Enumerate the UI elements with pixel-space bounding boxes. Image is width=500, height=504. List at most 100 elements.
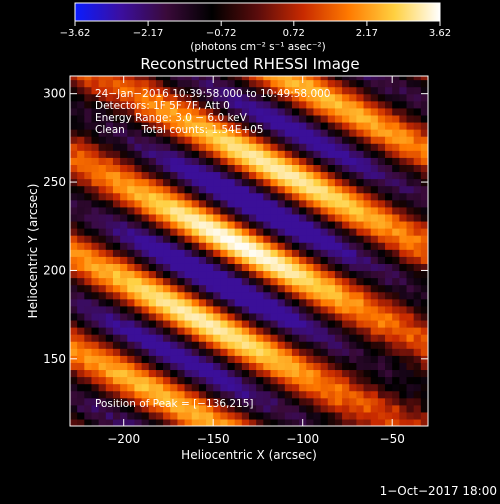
heatmap-cell xyxy=(320,199,329,208)
heatmap-cell xyxy=(170,143,178,151)
heatmap-cell xyxy=(105,418,114,426)
heatmap-cell xyxy=(377,129,386,137)
heatmap-cell xyxy=(84,107,93,116)
heatmap-cell xyxy=(356,220,365,229)
heatmap-cell xyxy=(105,362,114,371)
heatmap-cell xyxy=(270,242,279,250)
heatmap-cell xyxy=(249,397,257,406)
heatmap-cell xyxy=(327,390,336,399)
heatmap-cell xyxy=(213,100,221,109)
heatmap-cell xyxy=(213,327,221,335)
heatmap-cell xyxy=(327,76,336,81)
heatmap-cell xyxy=(356,199,365,208)
heatmap-cell xyxy=(342,263,350,272)
y-tick-label: 250 xyxy=(43,175,66,189)
heatmap-cell xyxy=(163,143,171,151)
heatmap-cell xyxy=(148,383,157,392)
heatmap-cell xyxy=(170,341,178,349)
heatmap-cell xyxy=(191,220,200,229)
heatmap-cell xyxy=(306,121,315,130)
heatmap-cell xyxy=(91,100,100,109)
heatmap-cell xyxy=(270,376,279,385)
heatmap-cell xyxy=(141,390,150,399)
heatmap-cell xyxy=(184,256,193,264)
heatmap-cell xyxy=(306,404,315,413)
heatmap-cell xyxy=(191,171,200,180)
heatmap-cell xyxy=(177,121,186,130)
heatmap-cell xyxy=(120,79,128,88)
heatmap-cell xyxy=(98,100,107,109)
heatmap-cell xyxy=(392,277,400,286)
heatmap-cell xyxy=(313,411,322,420)
heatmap-cell xyxy=(370,150,379,158)
heatmap-cell xyxy=(112,319,121,328)
heatmap-cell xyxy=(420,213,428,222)
heatmap-cell xyxy=(263,121,272,130)
heatmap-cell xyxy=(148,199,157,208)
heatmap-cell xyxy=(170,206,178,215)
heatmap-cell xyxy=(370,355,379,363)
heatmap-cell xyxy=(291,249,300,257)
heatmap-cell xyxy=(299,228,307,236)
heatmap-cell xyxy=(284,334,293,342)
heatmap-cell xyxy=(385,136,393,144)
colorbar-unit-label: (photons cm⁻² s⁻¹ asec⁻²) xyxy=(190,41,325,53)
heatmap-cell xyxy=(177,284,186,293)
heatmap-cell xyxy=(377,369,386,378)
heatmap-cell xyxy=(284,418,293,426)
heatmap-cell xyxy=(213,114,221,123)
heatmap-cell xyxy=(155,411,164,420)
heatmap-cell xyxy=(291,157,300,165)
heatmap-cell xyxy=(413,93,422,102)
heatmap-cell xyxy=(77,263,85,272)
heatmap-cell xyxy=(170,312,178,321)
heatmap-cell xyxy=(356,277,365,286)
heatmap-cell xyxy=(213,213,221,222)
heatmap-cell xyxy=(356,93,365,102)
heatmap-cell xyxy=(234,312,243,321)
heatmap-cell xyxy=(249,129,257,137)
heatmap-cell xyxy=(170,107,178,116)
heatmap-cell xyxy=(349,143,357,151)
heatmap-cell xyxy=(377,291,386,300)
heatmap-cell xyxy=(127,256,136,264)
heatmap-cell xyxy=(313,291,322,300)
heatmap-cell xyxy=(249,249,257,257)
heatmap-cell xyxy=(163,369,171,378)
heatmap-cell xyxy=(141,235,150,243)
heatmap-cell xyxy=(134,114,143,123)
heatmap-cell xyxy=(385,228,393,236)
heatmap-cell xyxy=(320,411,329,420)
heatmap-cell xyxy=(213,199,221,208)
heatmap-cell xyxy=(370,107,379,116)
heatmap-cell xyxy=(220,242,229,250)
heatmap-cell xyxy=(206,298,214,307)
heatmap-cell xyxy=(84,312,93,321)
heatmap-cell xyxy=(163,178,171,187)
heatmap-cell xyxy=(377,86,386,95)
heatmap-cell xyxy=(406,390,415,399)
heatmap-cell xyxy=(105,93,114,102)
heatmap-cell xyxy=(299,362,307,371)
heatmap-cell xyxy=(306,235,315,243)
heatmap-cell xyxy=(334,192,343,201)
heatmap-cell xyxy=(198,121,207,130)
annotation-energy-range: Energy Range: 3.0 − 6.0 keV xyxy=(95,112,248,124)
heatmap-cell xyxy=(84,418,93,426)
heatmap-cell xyxy=(313,383,322,392)
heatmap-cell xyxy=(306,341,315,349)
heatmap-cell xyxy=(198,79,207,88)
heatmap-cell xyxy=(363,256,372,264)
heatmap-cell xyxy=(148,76,157,81)
heatmap-cell xyxy=(256,334,264,342)
heatmap-cell xyxy=(141,192,150,201)
heatmap-cell xyxy=(213,277,221,286)
heatmap-cell xyxy=(155,277,164,286)
heatmap-cell xyxy=(284,157,293,165)
heatmap-cell xyxy=(349,178,357,187)
heatmap-cell xyxy=(420,270,428,279)
heatmap-cell xyxy=(134,86,143,95)
heatmap-cell xyxy=(234,100,243,109)
heatmap-cell xyxy=(370,369,379,378)
heatmap-cell xyxy=(420,312,428,321)
